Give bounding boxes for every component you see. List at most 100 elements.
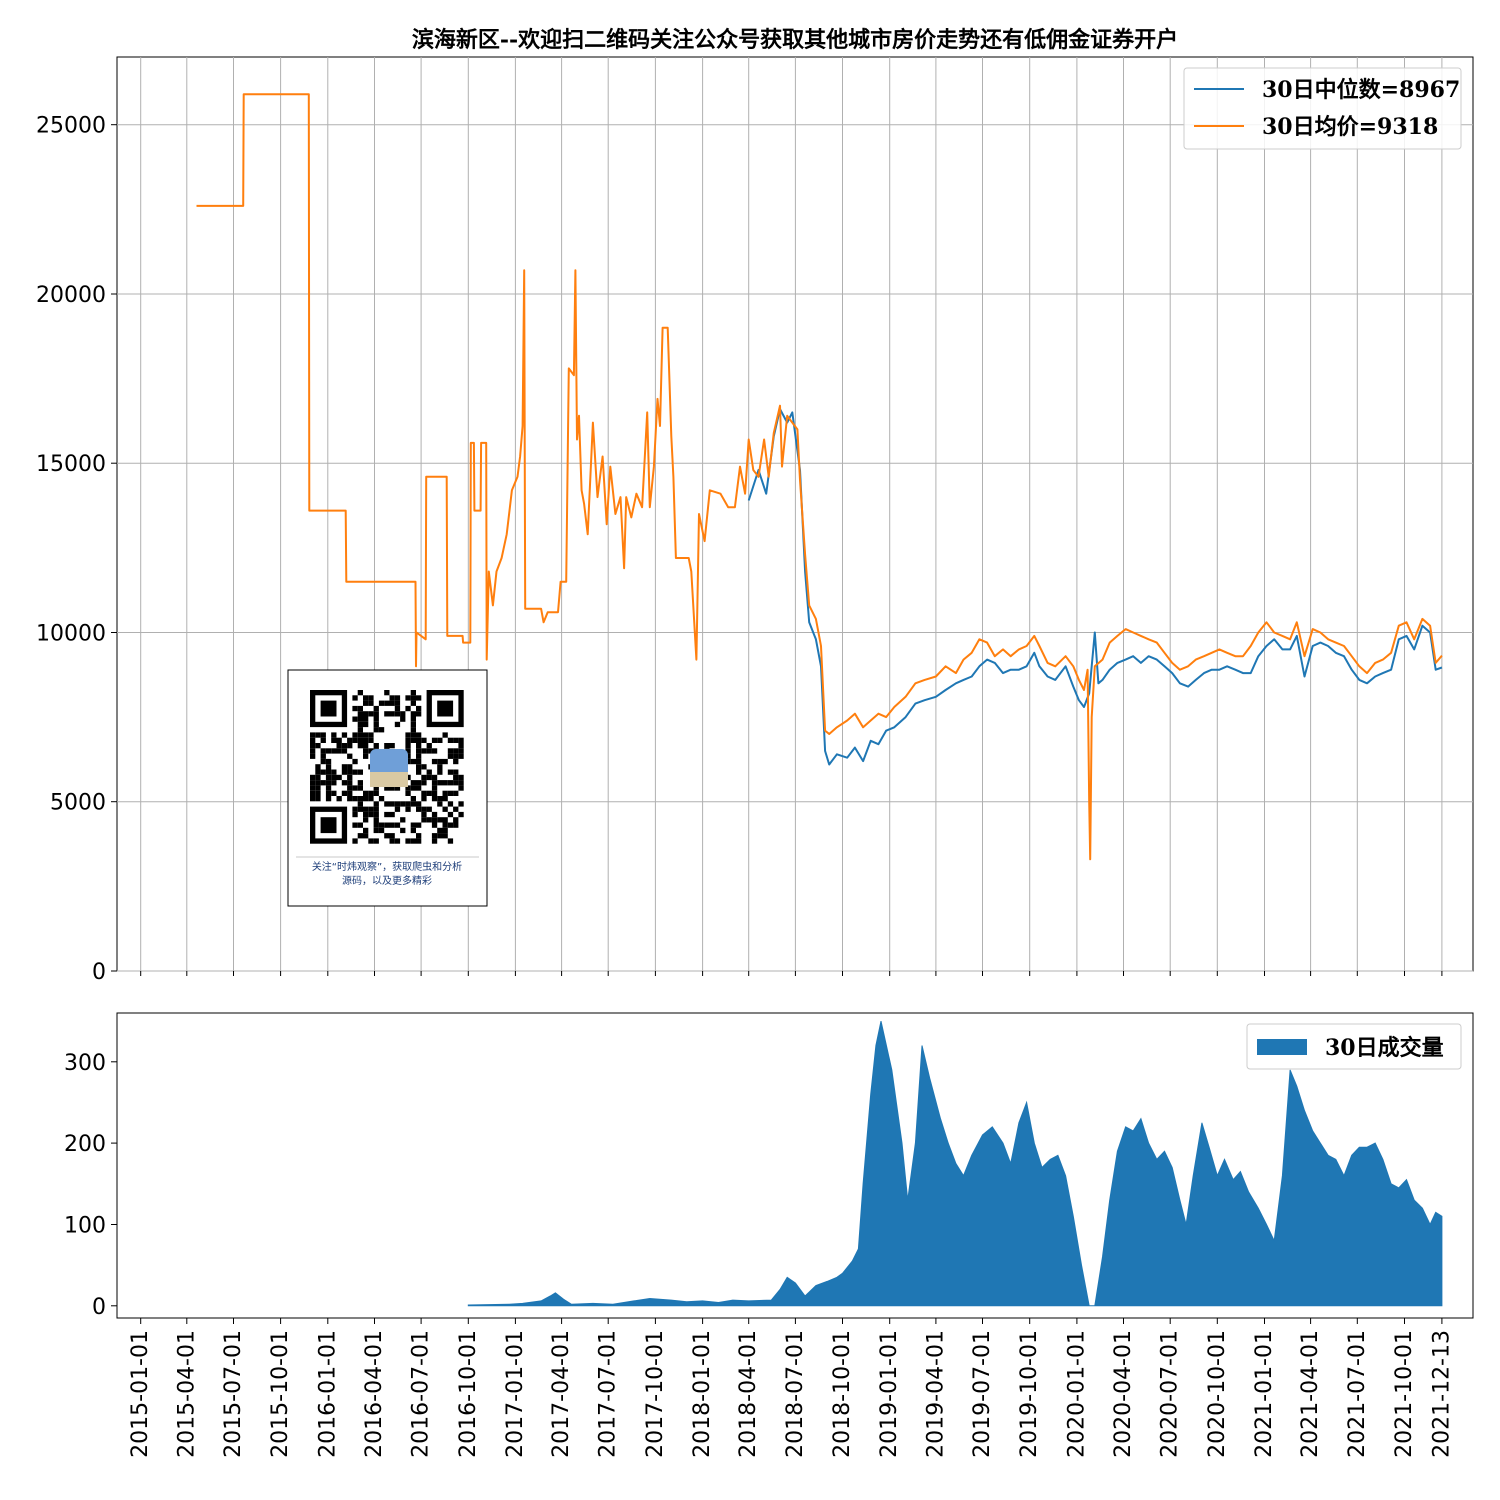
qr-module <box>315 732 321 738</box>
qr-module <box>453 753 459 759</box>
qr-module <box>368 700 374 706</box>
qr-module <box>310 796 316 802</box>
qr-module <box>447 748 454 754</box>
price-gridlines <box>117 57 1473 972</box>
qr-module <box>368 806 374 812</box>
qr-module <box>437 796 443 802</box>
qr-finder-inner <box>320 817 337 834</box>
qr-module <box>368 748 374 754</box>
qr-module <box>347 796 353 802</box>
qr-module <box>373 822 379 828</box>
qr-module <box>437 827 443 834</box>
qr-avatar-beach <box>370 772 408 787</box>
qr-caption-line1: 关注“时炜观察”，获取爬虫和分析 <box>312 860 462 873</box>
qr-module <box>368 695 374 701</box>
qr-module <box>352 716 358 722</box>
qr-module <box>363 806 369 812</box>
qr-module <box>400 817 406 823</box>
qr-module <box>331 780 337 786</box>
qr-module <box>405 838 411 844</box>
qr-module <box>447 780 454 786</box>
legend-median-label: 30日中位数=8967 <box>1262 77 1460 103</box>
legend-mean-label: 30日均价=9318 <box>1262 114 1438 140</box>
qr-module <box>347 785 353 791</box>
x-tick-label: 2017-04-01 <box>549 1330 574 1458</box>
qr-module <box>373 727 379 733</box>
qr-module <box>357 785 363 791</box>
qr-module <box>363 748 369 754</box>
x-tick-label: 2021-04-01 <box>1298 1330 1323 1458</box>
qr-module <box>431 833 438 839</box>
qr-module <box>410 690 416 696</box>
x-tick-label: 2019-01-01 <box>877 1330 902 1458</box>
qr-module <box>410 695 416 701</box>
qr-module <box>400 801 406 807</box>
qr-module <box>453 758 459 765</box>
x-tick-label: 2020-04-01 <box>1111 1330 1136 1458</box>
x-tick-label: 2016-10-01 <box>456 1330 481 1458</box>
qr-module <box>416 833 422 839</box>
qr-module <box>341 748 348 754</box>
qr-module <box>325 758 332 765</box>
qr-module <box>426 790 432 796</box>
qr-module <box>315 785 321 791</box>
qr-module <box>352 838 358 844</box>
x-tick-label: 2015-07-01 <box>221 1330 246 1458</box>
qr-module <box>363 716 369 722</box>
qr-module <box>347 790 353 796</box>
qr-module <box>458 737 464 743</box>
qr-module <box>378 727 385 733</box>
qr-module <box>357 833 363 839</box>
x-tick-label: 2015-10-01 <box>268 1330 293 1458</box>
qr-module <box>426 774 432 781</box>
x-tick-label: 2018-01-01 <box>690 1330 715 1458</box>
qr-module <box>410 822 416 828</box>
qr-module <box>331 790 337 796</box>
qr-module <box>357 716 363 722</box>
qr-module <box>389 822 395 828</box>
qr-module <box>352 705 358 712</box>
qr-module <box>325 790 332 796</box>
qr-module <box>442 796 448 802</box>
qr-module <box>331 737 337 743</box>
qr-module <box>336 748 342 754</box>
qr-module <box>410 838 416 844</box>
qr-module <box>394 711 401 717</box>
x-tick-label: 2015-04-01 <box>174 1330 199 1458</box>
qr-module <box>453 780 459 786</box>
price-legend-frame <box>1183 67 1462 150</box>
qr-module <box>368 737 374 743</box>
qr-module <box>431 737 438 743</box>
qr-module <box>431 748 438 754</box>
volume-area <box>467 1020 1443 1307</box>
qr-module <box>394 695 401 701</box>
qr-module <box>437 758 443 765</box>
qr-finder-inner <box>320 700 337 717</box>
qr-module <box>400 827 406 834</box>
qr-module <box>341 790 348 796</box>
qr-module <box>426 806 432 812</box>
qr-module <box>426 769 432 775</box>
qr-module <box>389 711 395 717</box>
price-series-lines <box>196 93 1443 861</box>
qr-module <box>458 743 464 749</box>
qr-module <box>315 774 321 781</box>
qr-module <box>363 811 369 818</box>
qr-module <box>421 811 427 818</box>
x-tick-label: 2018-07-01 <box>783 1330 808 1458</box>
qr-module <box>431 838 438 844</box>
qr-module <box>389 743 395 749</box>
qr-module <box>400 716 406 722</box>
qr-module <box>458 780 464 786</box>
qr-module <box>357 769 363 775</box>
qr-module <box>373 790 379 796</box>
qr-module <box>416 753 422 759</box>
qr-module <box>373 801 379 807</box>
volume-area-series <box>467 1020 1443 1307</box>
qr-module <box>352 785 358 791</box>
qr-module <box>373 806 379 812</box>
qr-module <box>315 764 321 770</box>
qr-module <box>421 817 427 823</box>
qr-module <box>442 822 448 828</box>
qr-module <box>357 780 363 786</box>
